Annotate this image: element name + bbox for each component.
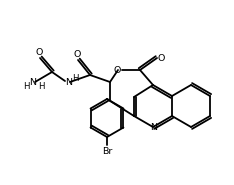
Text: O: O	[157, 53, 165, 63]
Text: N: N	[66, 78, 73, 87]
Text: H: H	[23, 82, 29, 90]
Text: O: O	[73, 50, 81, 58]
Text: Br: Br	[102, 147, 112, 156]
Text: O: O	[35, 48, 43, 56]
Text: O: O	[113, 65, 121, 75]
Text: N: N	[29, 78, 37, 87]
Text: H: H	[38, 82, 44, 90]
Text: N: N	[150, 124, 157, 132]
Text: H: H	[72, 73, 78, 83]
